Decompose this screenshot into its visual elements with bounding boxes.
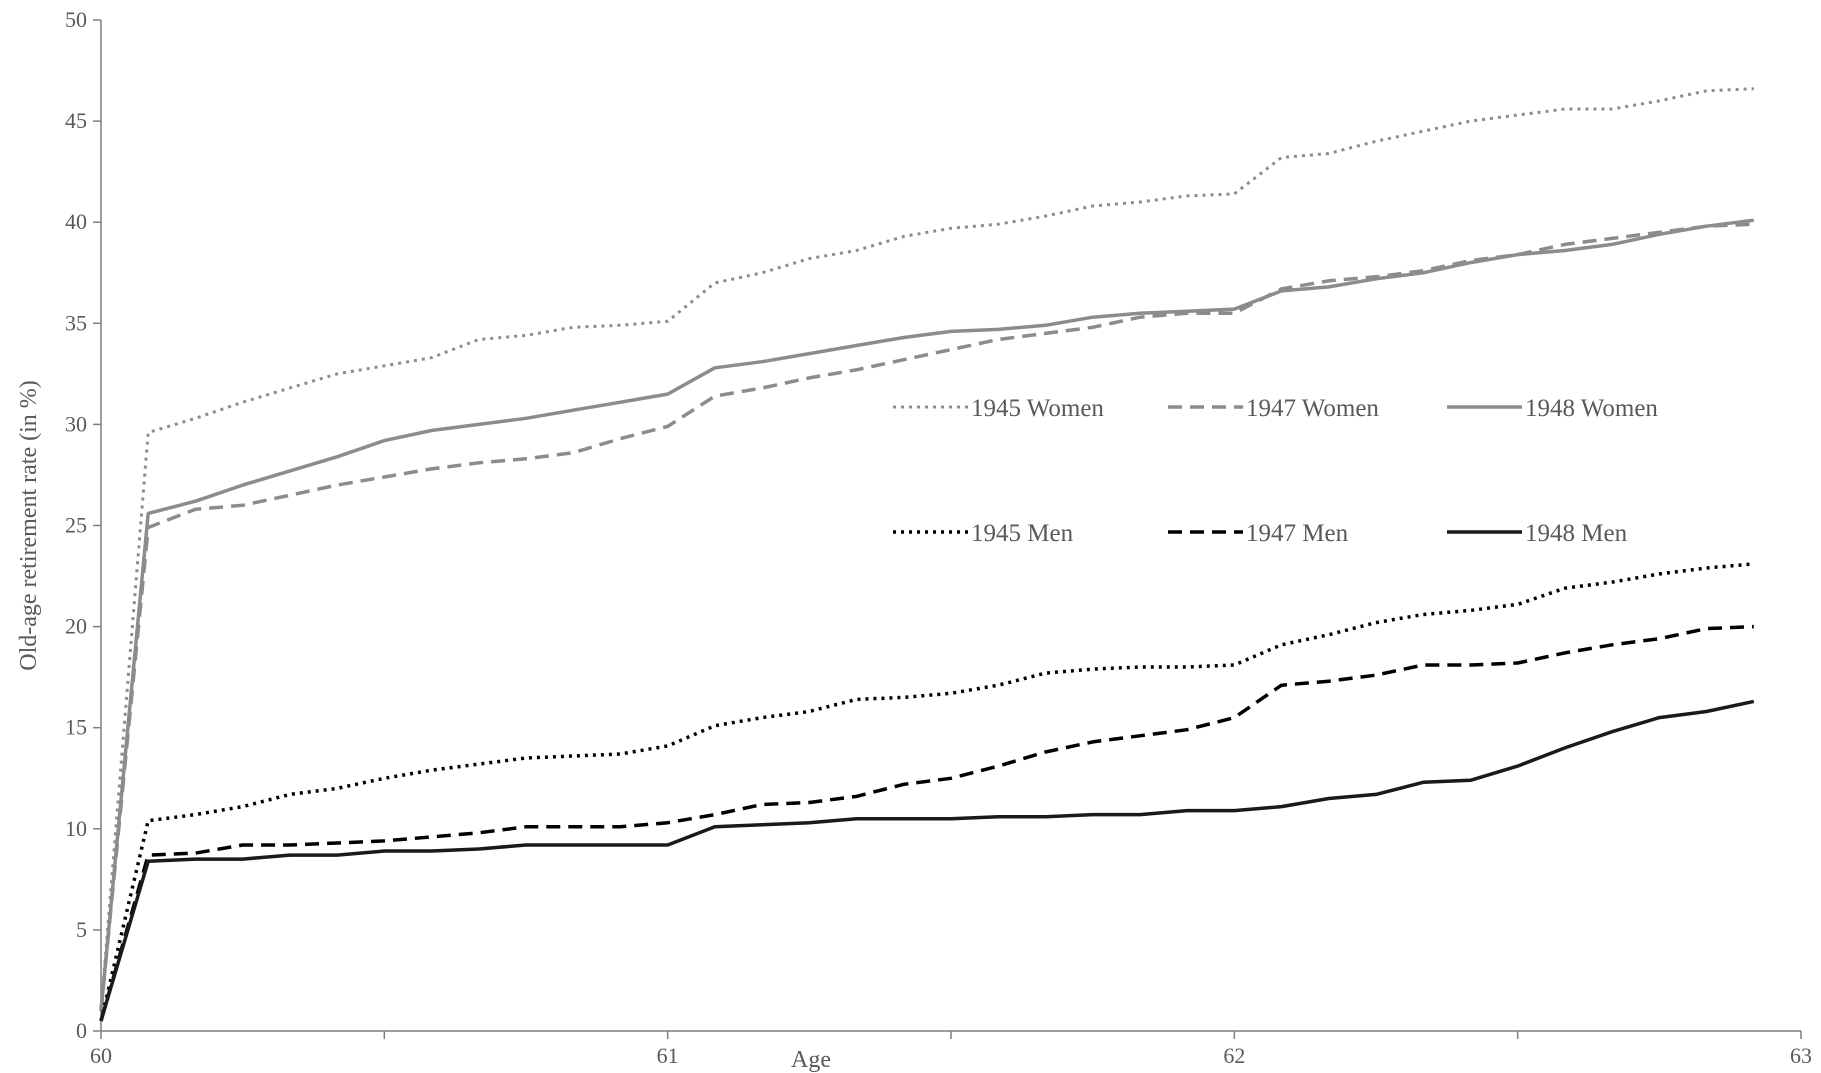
y-tick-label: 5 — [76, 917, 87, 942]
legend-label: 1945 Women — [971, 395, 1104, 422]
y-tick-label: 50 — [65, 7, 87, 32]
y-tick-label: 30 — [65, 411, 87, 436]
series-line-1947-women — [99, 222, 1754, 1011]
series-line-1947-men — [99, 624, 1754, 1022]
legend-label: 1948 Men — [1525, 520, 1628, 547]
y-tick-label: 25 — [65, 513, 87, 538]
y-tick-label: 45 — [65, 108, 87, 133]
y-tick-label: 20 — [65, 614, 87, 639]
legend: 1945 Women 1947 Women 1948 Women 1945 Men 19… — [893, 395, 1658, 547]
x-tick-label: 63 — [1790, 1043, 1812, 1068]
y-tick-label: 0 — [76, 1018, 87, 1043]
legend-label: 1945 Men — [971, 520, 1074, 547]
y-axis-title: Old-age retirement rate (in %) — [16, 380, 42, 671]
x-tick-label: 62 — [1223, 1043, 1245, 1068]
x-tick-label: 61 — [657, 1043, 679, 1068]
y-tick-label: 35 — [65, 310, 87, 335]
legend-label: 1947 Women — [1246, 395, 1379, 422]
legend-label: 1948 Women — [1525, 395, 1658, 422]
x-axis-title: Age — [791, 1047, 831, 1073]
series-line-1948-men — [99, 699, 1755, 1022]
legend-label: 1947 Men — [1246, 520, 1349, 547]
series-line-1945-men — [99, 562, 1754, 1022]
series-line-1945-women — [99, 87, 1754, 1011]
axes: 0 5 10 15 20 25 30 35 40 45 50 60 61 62 63 — [65, 7, 1812, 1068]
x-tick-label: 60 — [90, 1043, 112, 1068]
y-tick-label: 10 — [65, 816, 87, 841]
series-line-1948-women — [99, 218, 1755, 1011]
y-tick-label: 15 — [65, 715, 87, 740]
y-tick-label: 40 — [65, 209, 87, 234]
series-layer — [99, 87, 1755, 1022]
